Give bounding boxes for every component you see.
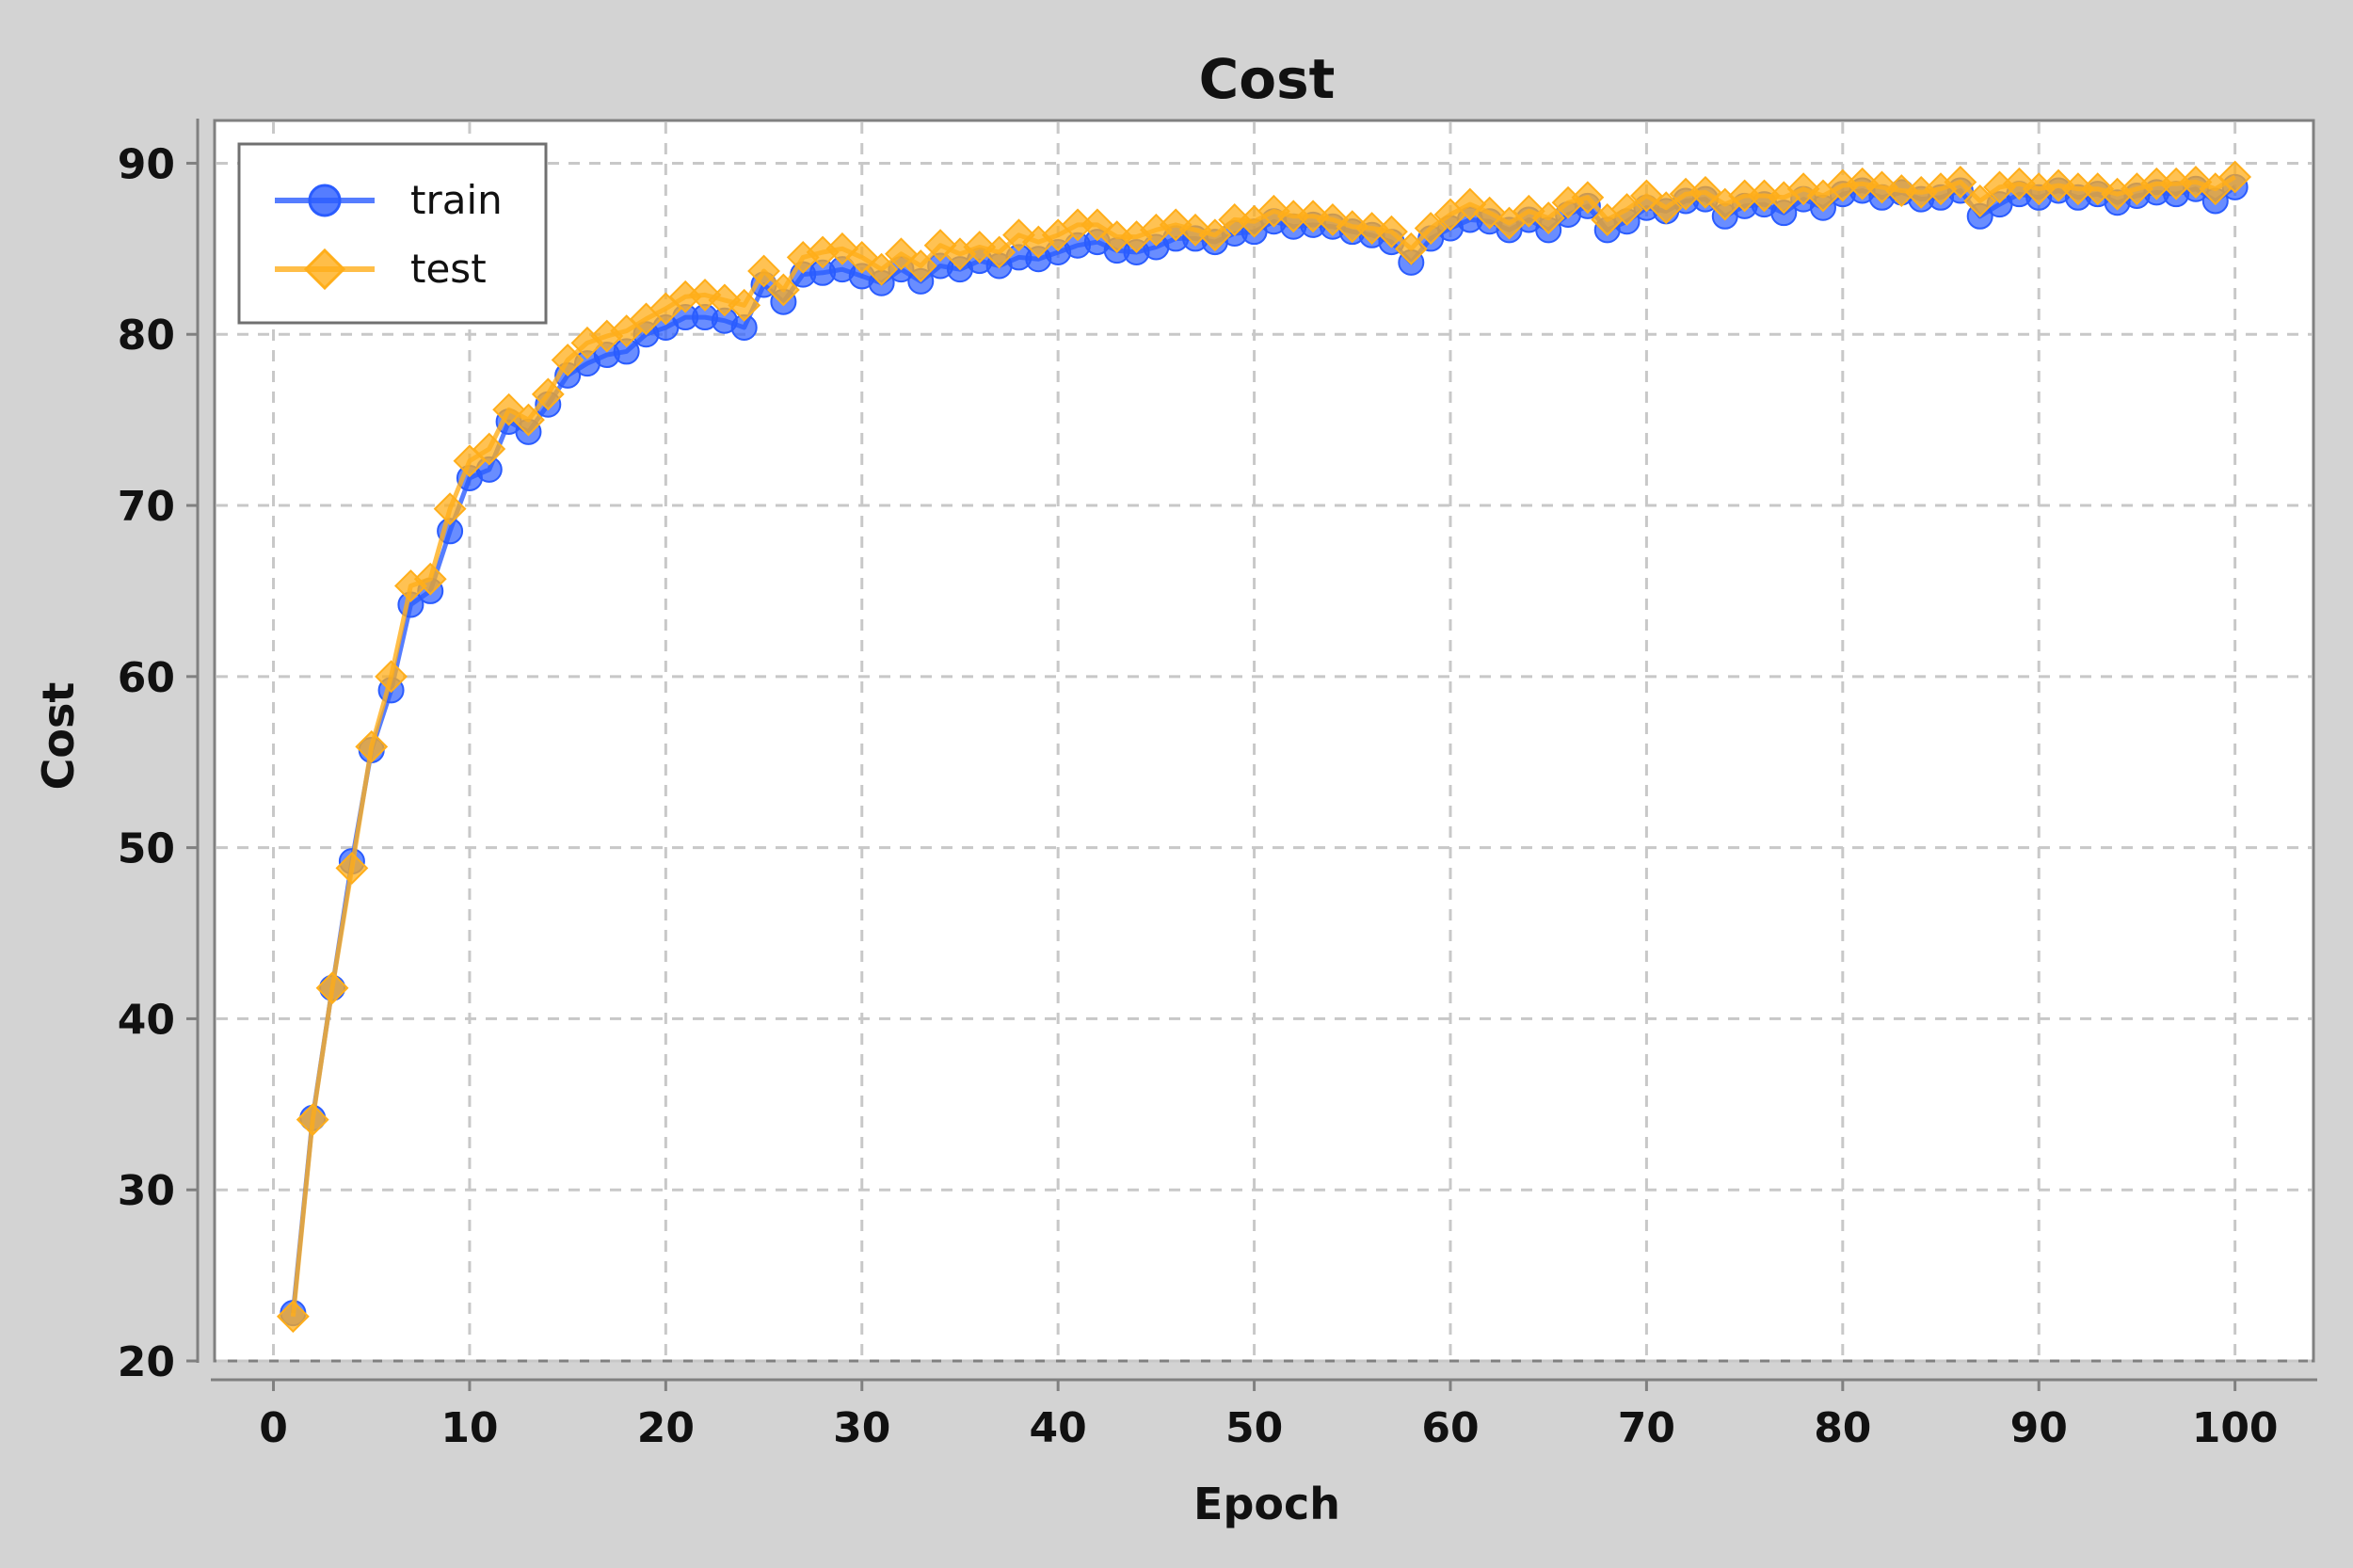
x-axis-label: Epoch xyxy=(1193,1479,1340,1529)
test-point xyxy=(433,492,467,526)
test-point xyxy=(1414,212,1448,245)
y-tick-label: 70 xyxy=(118,483,175,531)
plot-area xyxy=(213,119,2315,1363)
test-point xyxy=(2218,160,2252,194)
test-point xyxy=(904,249,937,282)
y-tick-label: 60 xyxy=(118,654,175,702)
test-point xyxy=(1080,208,1114,242)
x-tick-label: 100 xyxy=(2192,1404,2279,1452)
test-point xyxy=(551,344,584,376)
test-point xyxy=(531,377,565,411)
legend-box xyxy=(237,142,548,325)
test-point xyxy=(865,252,899,286)
test-point xyxy=(766,273,800,307)
test-point xyxy=(296,1103,329,1137)
x-tick-label: 70 xyxy=(1618,1404,1675,1452)
test-point xyxy=(512,403,545,437)
test-point xyxy=(1375,215,1408,248)
legend-train-marker xyxy=(308,184,342,217)
test-point xyxy=(610,314,644,348)
x-tick-label: 20 xyxy=(637,1404,695,1452)
x-tick-label: 80 xyxy=(1814,1404,1871,1452)
legend-train-label: train xyxy=(410,177,503,223)
test-point xyxy=(1394,232,1428,265)
x-tick-label: 60 xyxy=(1421,1404,1479,1452)
y-axis-label: Cost xyxy=(33,682,84,791)
test-point xyxy=(1531,201,1565,235)
test-point xyxy=(276,1300,310,1334)
test-point xyxy=(315,971,349,1005)
test-point xyxy=(885,237,918,271)
y-tick-label: 40 xyxy=(118,996,175,1044)
test-point xyxy=(1944,166,1977,199)
test-point xyxy=(413,562,447,596)
test-point xyxy=(2199,172,2233,206)
test-point xyxy=(1963,184,1997,217)
test-point xyxy=(1689,175,1722,209)
test-point xyxy=(1355,212,1389,245)
x-tick-label: 90 xyxy=(2010,1404,2068,1452)
test-point xyxy=(1198,218,1232,252)
test-point xyxy=(747,254,780,288)
test-point xyxy=(453,444,487,478)
x-tick-label: 0 xyxy=(259,1404,288,1452)
x-tick-label: 30 xyxy=(833,1404,890,1452)
test-point xyxy=(1493,206,1526,240)
y-tick-label: 80 xyxy=(118,312,175,360)
test-point xyxy=(335,852,369,885)
test-point xyxy=(728,288,761,322)
y-tick-label: 50 xyxy=(118,825,175,873)
test-point xyxy=(1571,181,1605,215)
x-tick-label: 50 xyxy=(1225,1404,1283,1452)
y-tick-label: 90 xyxy=(118,140,175,188)
series-test xyxy=(276,160,2252,1334)
test-point xyxy=(1002,218,1035,252)
grid xyxy=(216,122,2312,1363)
x-tick-label: 40 xyxy=(1030,1404,1087,1452)
legend: train test xyxy=(237,142,548,325)
y-tick-label: 20 xyxy=(118,1338,175,1386)
test-point xyxy=(983,235,1016,269)
series-layer xyxy=(276,160,2252,1334)
axis-ticks: 0 10 20 30 40 50 60 70 80 90 100 20 30 40 50 60 70 80 90 xyxy=(118,140,2279,1452)
y-tick-label: 30 xyxy=(118,1167,175,1215)
x-tick-label: 10 xyxy=(440,1404,498,1452)
test-point xyxy=(845,241,879,274)
chart-title: Cost xyxy=(1199,47,1336,111)
test-point xyxy=(355,729,389,763)
legend-test-marker xyxy=(303,248,346,291)
test-point xyxy=(1610,193,1643,226)
test-point xyxy=(648,292,682,326)
test-point xyxy=(1649,191,1683,225)
test-point xyxy=(472,432,506,466)
test-point xyxy=(1178,213,1212,247)
legend-test-label: test xyxy=(410,246,487,292)
test-point xyxy=(1629,179,1663,213)
test-point xyxy=(375,660,408,694)
